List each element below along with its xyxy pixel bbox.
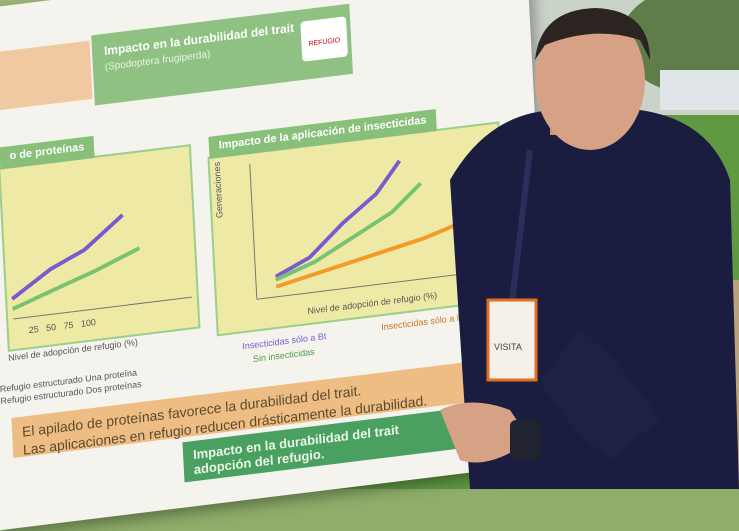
left-series-1: [10, 213, 124, 301]
wristwatch: [510, 420, 540, 460]
right-series-bt: [274, 159, 402, 279]
presenter: VISITA: [440, 8, 739, 489]
presenter-head: [535, 10, 645, 150]
poster: Impacto en la durabilidad del trait (Spo…: [0, 0, 554, 531]
right-axis-y: [249, 163, 258, 300]
right-chart-panel: Impacto de la aplicación de insecticidas…: [207, 108, 509, 337]
right-chart: [249, 159, 496, 300]
left-chart: [10, 213, 192, 320]
right-legend-2: Sin insecticidas: [252, 346, 315, 365]
right-axis-x: [256, 269, 496, 300]
left-chart-panel: o de proteínas 25 50 75 100: [0, 135, 201, 352]
badge-text: VISITA: [494, 342, 522, 352]
left-axis-x: [13, 296, 192, 320]
poster-header-accent: [0, 40, 93, 114]
right-series-sin: [275, 181, 422, 282]
name-badge: [486, 298, 538, 382]
refugio-logo: REFUGIO: [300, 16, 349, 62]
presenter-arm: [540, 330, 660, 460]
right-series-refugio: [275, 222, 459, 289]
presenter-hand: [440, 402, 530, 463]
left-series-2: [11, 246, 141, 311]
